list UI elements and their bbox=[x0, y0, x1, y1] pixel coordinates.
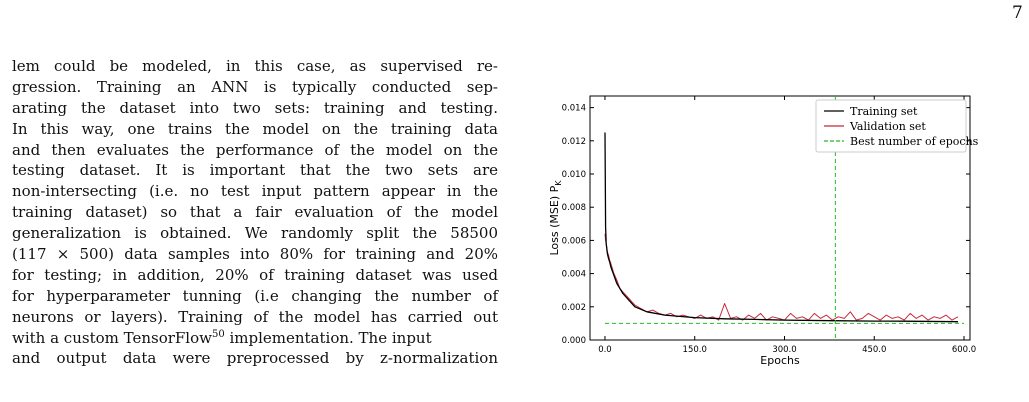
y-tick-label: 0.010 bbox=[562, 170, 586, 180]
text-line-5: and then evaluates the performance of th… bbox=[12, 140, 498, 159]
x-tick-label: 600.0 bbox=[952, 345, 976, 355]
y-tick-label: 0.002 bbox=[562, 303, 586, 313]
x-axis-label: Epochs bbox=[760, 354, 800, 367]
x-tick-label: 150.0 bbox=[683, 345, 707, 355]
text-line-14: with a custom TensorFlow50 implementatio… bbox=[12, 328, 498, 349]
text-line-12: for hyperparameter tunning (i.e changing… bbox=[12, 286, 498, 305]
x-tick-label: 450.0 bbox=[862, 345, 886, 355]
text-line-15: and output data were preprocessed by z-n… bbox=[12, 349, 498, 368]
text-line-8: training dataset) so that a fair evaluat… bbox=[12, 203, 498, 222]
x-tick-label: 0.0 bbox=[598, 345, 612, 355]
page-number: 7 bbox=[1012, 3, 1023, 23]
validation-loss-line bbox=[604, 233, 959, 321]
y-tick-label: 0.004 bbox=[562, 270, 586, 280]
text-line-14-end: implementation. The input bbox=[224, 328, 432, 347]
text-line-4: In this way, one trains the model on the… bbox=[12, 119, 498, 138]
text-line-13: neurons or layers). Training of the mode… bbox=[12, 307, 498, 326]
y-axis-label-main: Loss (MSE) P bbox=[548, 185, 561, 255]
x-tick-label: 300.0 bbox=[772, 345, 796, 355]
y-axis-label: Loss (MSE) PK bbox=[548, 180, 563, 256]
text-line-3: arating the dataset into two sets: train… bbox=[12, 98, 498, 117]
text-line-9: generalization is obtained. We randomly … bbox=[12, 224, 498, 243]
loss-chart: 0.0 150.0 300.0 450.0 600.0 0.000 0.002 0.004 0.… bbox=[548, 95, 979, 367]
legend-label-best-epochs: Best number of epochs bbox=[850, 135, 978, 148]
text-line-14-start: with a custom TensorFlow bbox=[12, 328, 212, 347]
text-line-7: non-intersecting (i.e. no test input pat… bbox=[12, 182, 498, 201]
y-tick-label: 0.014 bbox=[562, 104, 586, 114]
text-line-2: gression. Training an ANN is typically c… bbox=[12, 77, 498, 96]
legend: Training set Validation set Best number … bbox=[815, 99, 979, 153]
text-line-6: testing dataset. It is important that th… bbox=[12, 161, 498, 180]
y-tick-label: 0.008 bbox=[562, 203, 586, 213]
text-line-11: for testing; in addition, 20% of trainin… bbox=[12, 265, 498, 284]
legend-label-validation: Validation set bbox=[849, 120, 926, 133]
training-loss-line bbox=[604, 132, 959, 323]
plot-frame bbox=[589, 95, 971, 341]
y-tick-label: 0.000 bbox=[562, 336, 586, 346]
y-axis-label-subscript: K bbox=[554, 180, 563, 186]
legend-box bbox=[815, 99, 967, 153]
citation-superscript: 50 bbox=[211, 328, 225, 340]
y-tick-label: 0.006 bbox=[562, 236, 586, 246]
legend-label-training: Training set bbox=[850, 105, 918, 118]
text-line-1: lem could be modeled, in this case, as s… bbox=[12, 57, 498, 75]
y-tick-label: 0.012 bbox=[562, 137, 586, 147]
text-line-10: (117 × 500) data samples into 80% for tr… bbox=[12, 245, 498, 264]
loss-figure: 0.0 150.0 300.0 450.0 600.0 0.000 0.002 0.004 0.… bbox=[548, 88, 979, 378]
body-text: lem could be modeled, in this case, as s… bbox=[12, 56, 498, 369]
